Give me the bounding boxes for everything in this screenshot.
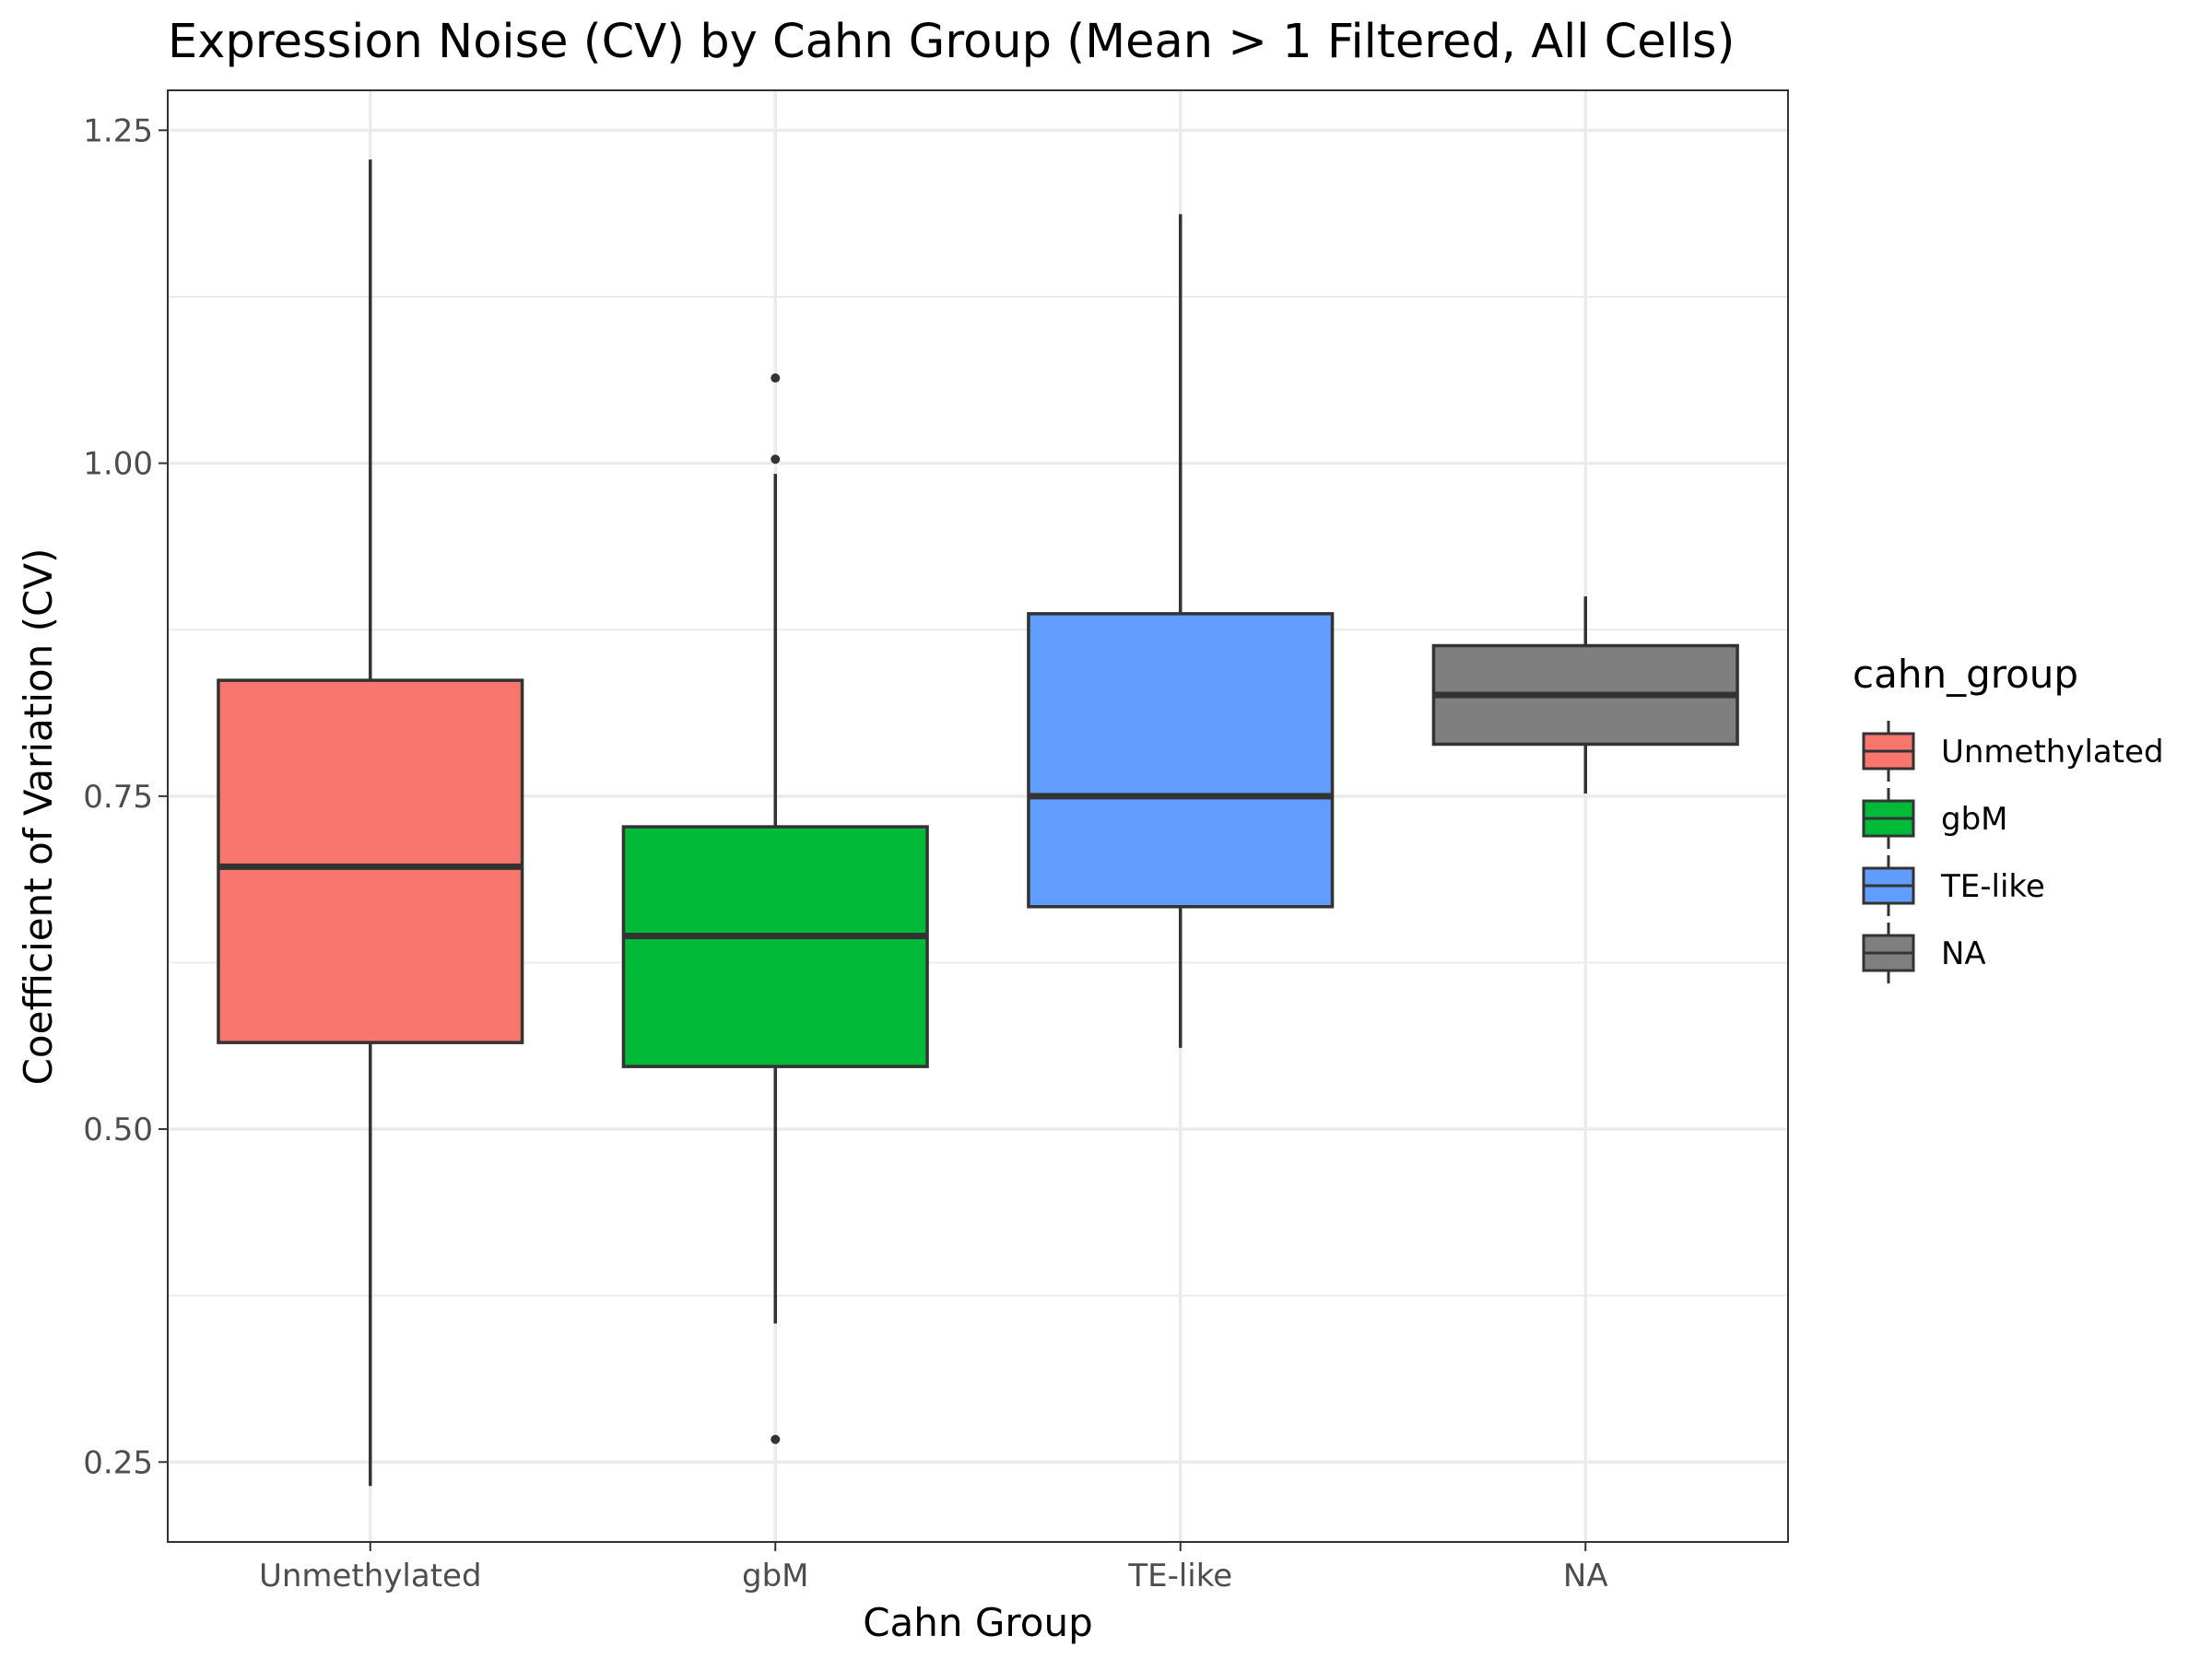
legend-label: NA bbox=[1941, 935, 1986, 972]
legend-item-gbm: gbM bbox=[1862, 788, 2008, 849]
legend-label: TE-like bbox=[1940, 868, 2045, 905]
legend: cahn_group Unmethylated gbM TE-like NA bbox=[1853, 652, 2164, 983]
boxes bbox=[217, 159, 1739, 1487]
y-tick-label: 1.00 bbox=[83, 446, 153, 483]
box-te-like bbox=[1027, 214, 1335, 1048]
plot-border bbox=[167, 89, 1789, 1543]
legend-label: Unmethylated bbox=[1941, 734, 2164, 771]
y-tick-label: 0.75 bbox=[83, 779, 153, 816]
x-tick-label: Unmethylated bbox=[259, 1558, 482, 1594]
box-unmethylated bbox=[217, 159, 524, 1487]
box-iqr bbox=[621, 825, 929, 1068]
box-gbm bbox=[621, 373, 929, 1444]
legend-item-te-like: TE-like bbox=[1862, 855, 2045, 916]
outlier-point bbox=[771, 454, 781, 465]
y-tick-label: 0.25 bbox=[83, 1444, 153, 1481]
y-tick-label: 0.50 bbox=[83, 1112, 153, 1148]
y-axis-title: Coefficient of Variation (CV) bbox=[16, 548, 61, 1086]
x-tick-label: NA bbox=[1563, 1558, 1608, 1594]
legend-title: cahn_group bbox=[1853, 652, 2078, 697]
x-tick-label: TE-like bbox=[1127, 1558, 1232, 1594]
box-iqr bbox=[217, 678, 524, 1044]
legend-label: gbM bbox=[1941, 801, 2008, 838]
x-axis: Unmethylated gbM TE-like NA bbox=[259, 1542, 1608, 1594]
x-axis-title: Cahn Group bbox=[863, 1600, 1093, 1645]
box-na bbox=[1431, 596, 1739, 794]
legend-item-unmethylated: Unmethylated bbox=[1862, 721, 2164, 782]
chart-title: Expression Noise (CV) by Cahn Group (Mea… bbox=[168, 15, 1735, 69]
outlier-point bbox=[771, 373, 781, 383]
outlier-point bbox=[771, 1434, 781, 1444]
y-axis: 0.25 0.50 0.75 1.00 1.25 bbox=[83, 112, 168, 1481]
box-iqr bbox=[1027, 612, 1335, 909]
x-tick-label: gbM bbox=[742, 1558, 809, 1594]
legend-item-na: NA bbox=[1862, 923, 1986, 983]
y-tick-label: 1.25 bbox=[83, 112, 153, 149]
